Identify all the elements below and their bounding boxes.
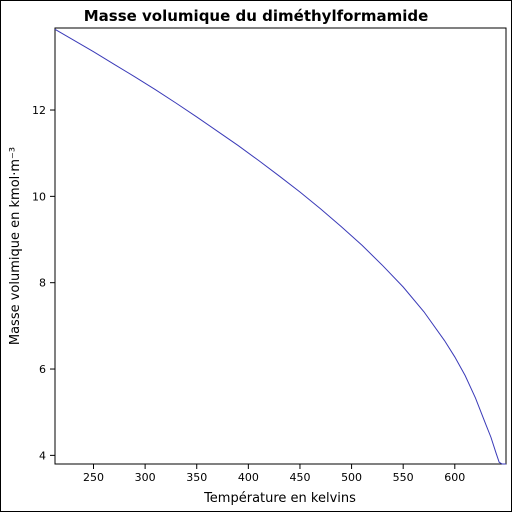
y-tick-label: 12	[32, 104, 46, 117]
y-tick-label: 6	[39, 363, 46, 376]
plot-area	[54, 27, 507, 465]
x-tick-label: 500	[341, 471, 362, 484]
x-tick-label: 300	[135, 471, 156, 484]
y-tick-label: 8	[39, 277, 46, 290]
y-axis-label: Masse volumique en kmol·m⁻³	[8, 147, 23, 345]
y-tick-label: 4	[39, 449, 46, 462]
x-tick-label: 400	[238, 471, 259, 484]
x-tick-label: 450	[289, 471, 310, 484]
x-tick-label: 250	[83, 471, 104, 484]
x-axis: 250 300 350 400 450 500 550 600	[83, 464, 465, 484]
x-tick-label: 350	[186, 471, 207, 484]
chart-title: Masse volumique du diméthylformamide	[84, 7, 429, 25]
density-line	[54, 28, 506, 465]
y-tick-label: 10	[32, 190, 46, 203]
x-tick-label: 550	[393, 471, 414, 484]
x-tick-label: 600	[444, 471, 465, 484]
x-axis-label: Température en kelvins	[203, 491, 356, 506]
y-axis: 4 6 8 10 12	[32, 104, 55, 462]
